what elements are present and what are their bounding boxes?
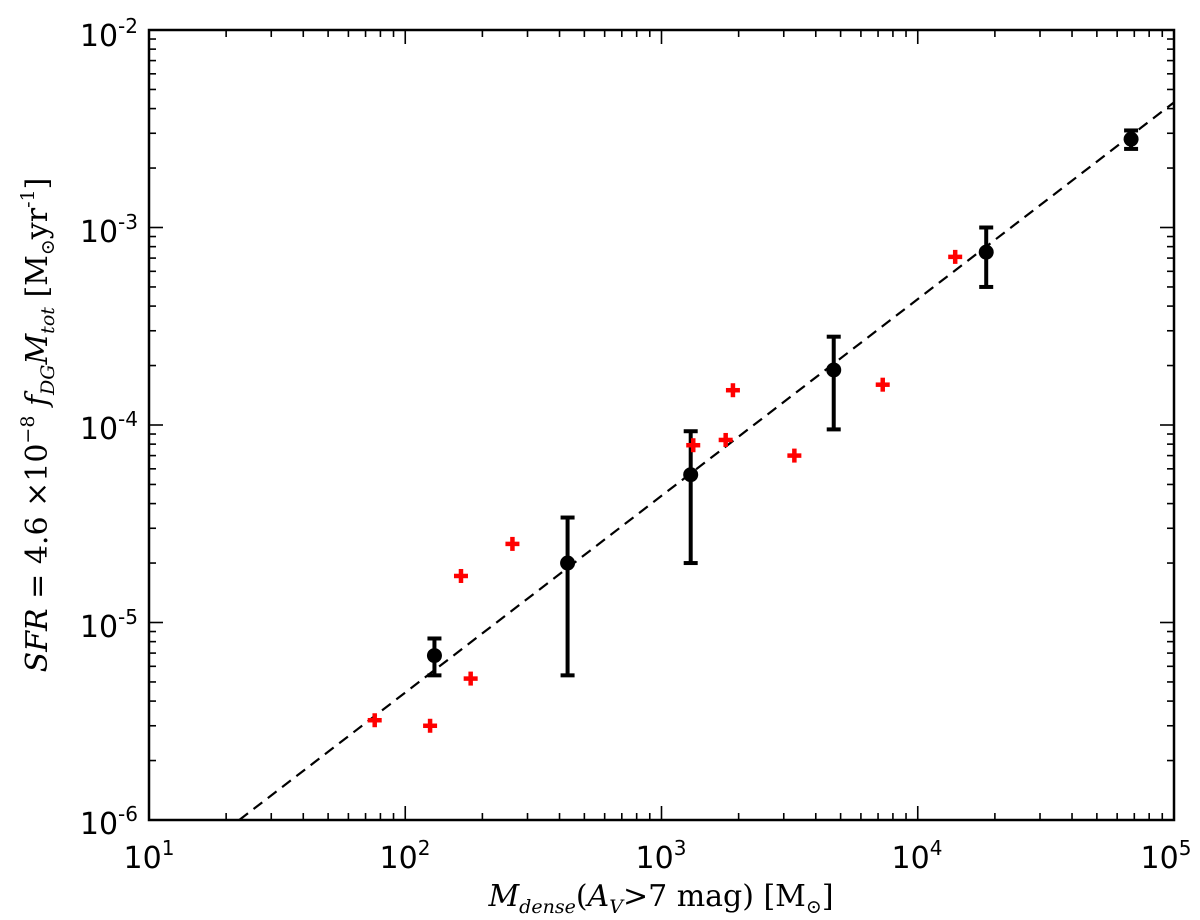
data-point-circle	[426, 648, 442, 664]
x-axis-label: Mdense(AV>7 mag) [M⊙]	[487, 879, 833, 918]
y-tick-label: 10-4	[80, 407, 138, 447]
data-point-plus	[423, 718, 438, 733]
data-point-plus	[787, 448, 802, 463]
ticks-layer	[148, 29, 1175, 821]
x-tick-label: 101	[124, 836, 175, 876]
data-point-plus	[875, 377, 890, 392]
data-point-plus	[463, 671, 478, 686]
data-point-plus	[948, 249, 963, 264]
plot-frame	[147, 28, 1176, 822]
data-layer	[238, 101, 1174, 820]
y-tick-label: 10-6	[80, 802, 138, 842]
data-point-plus	[718, 432, 733, 447]
data-point-circle	[1123, 131, 1139, 147]
data-point-plus	[453, 568, 468, 583]
data-point-circle	[683, 467, 699, 483]
data-point-plus	[505, 536, 520, 551]
y-tick-labels: 10-6 10-5 10-4 10-3 10-2	[80, 14, 138, 842]
fit-line	[238, 101, 1174, 820]
x-tick-labels: 101 102 103 104 105	[124, 836, 1192, 876]
x-tick-label: 103	[636, 836, 687, 876]
y-tick-label: 10-2	[80, 14, 138, 54]
x-tick-label: 102	[380, 836, 431, 876]
data-point-plus	[686, 438, 701, 453]
data-point-circle	[560, 555, 576, 571]
y-tick-label: 10-5	[80, 605, 138, 645]
data-point-plus	[725, 383, 740, 398]
x-tick-label: 104	[892, 836, 943, 876]
data-point-plus	[367, 713, 382, 728]
y-tick-label: 10-3	[80, 210, 138, 250]
data-point-circle	[978, 244, 994, 260]
y-axis-label: SFR = 4.6 ×10−8 fDGMtot [M⊙yr-1]	[17, 178, 59, 673]
data-point-circle	[826, 362, 842, 378]
x-tick-label: 105	[1141, 836, 1192, 876]
